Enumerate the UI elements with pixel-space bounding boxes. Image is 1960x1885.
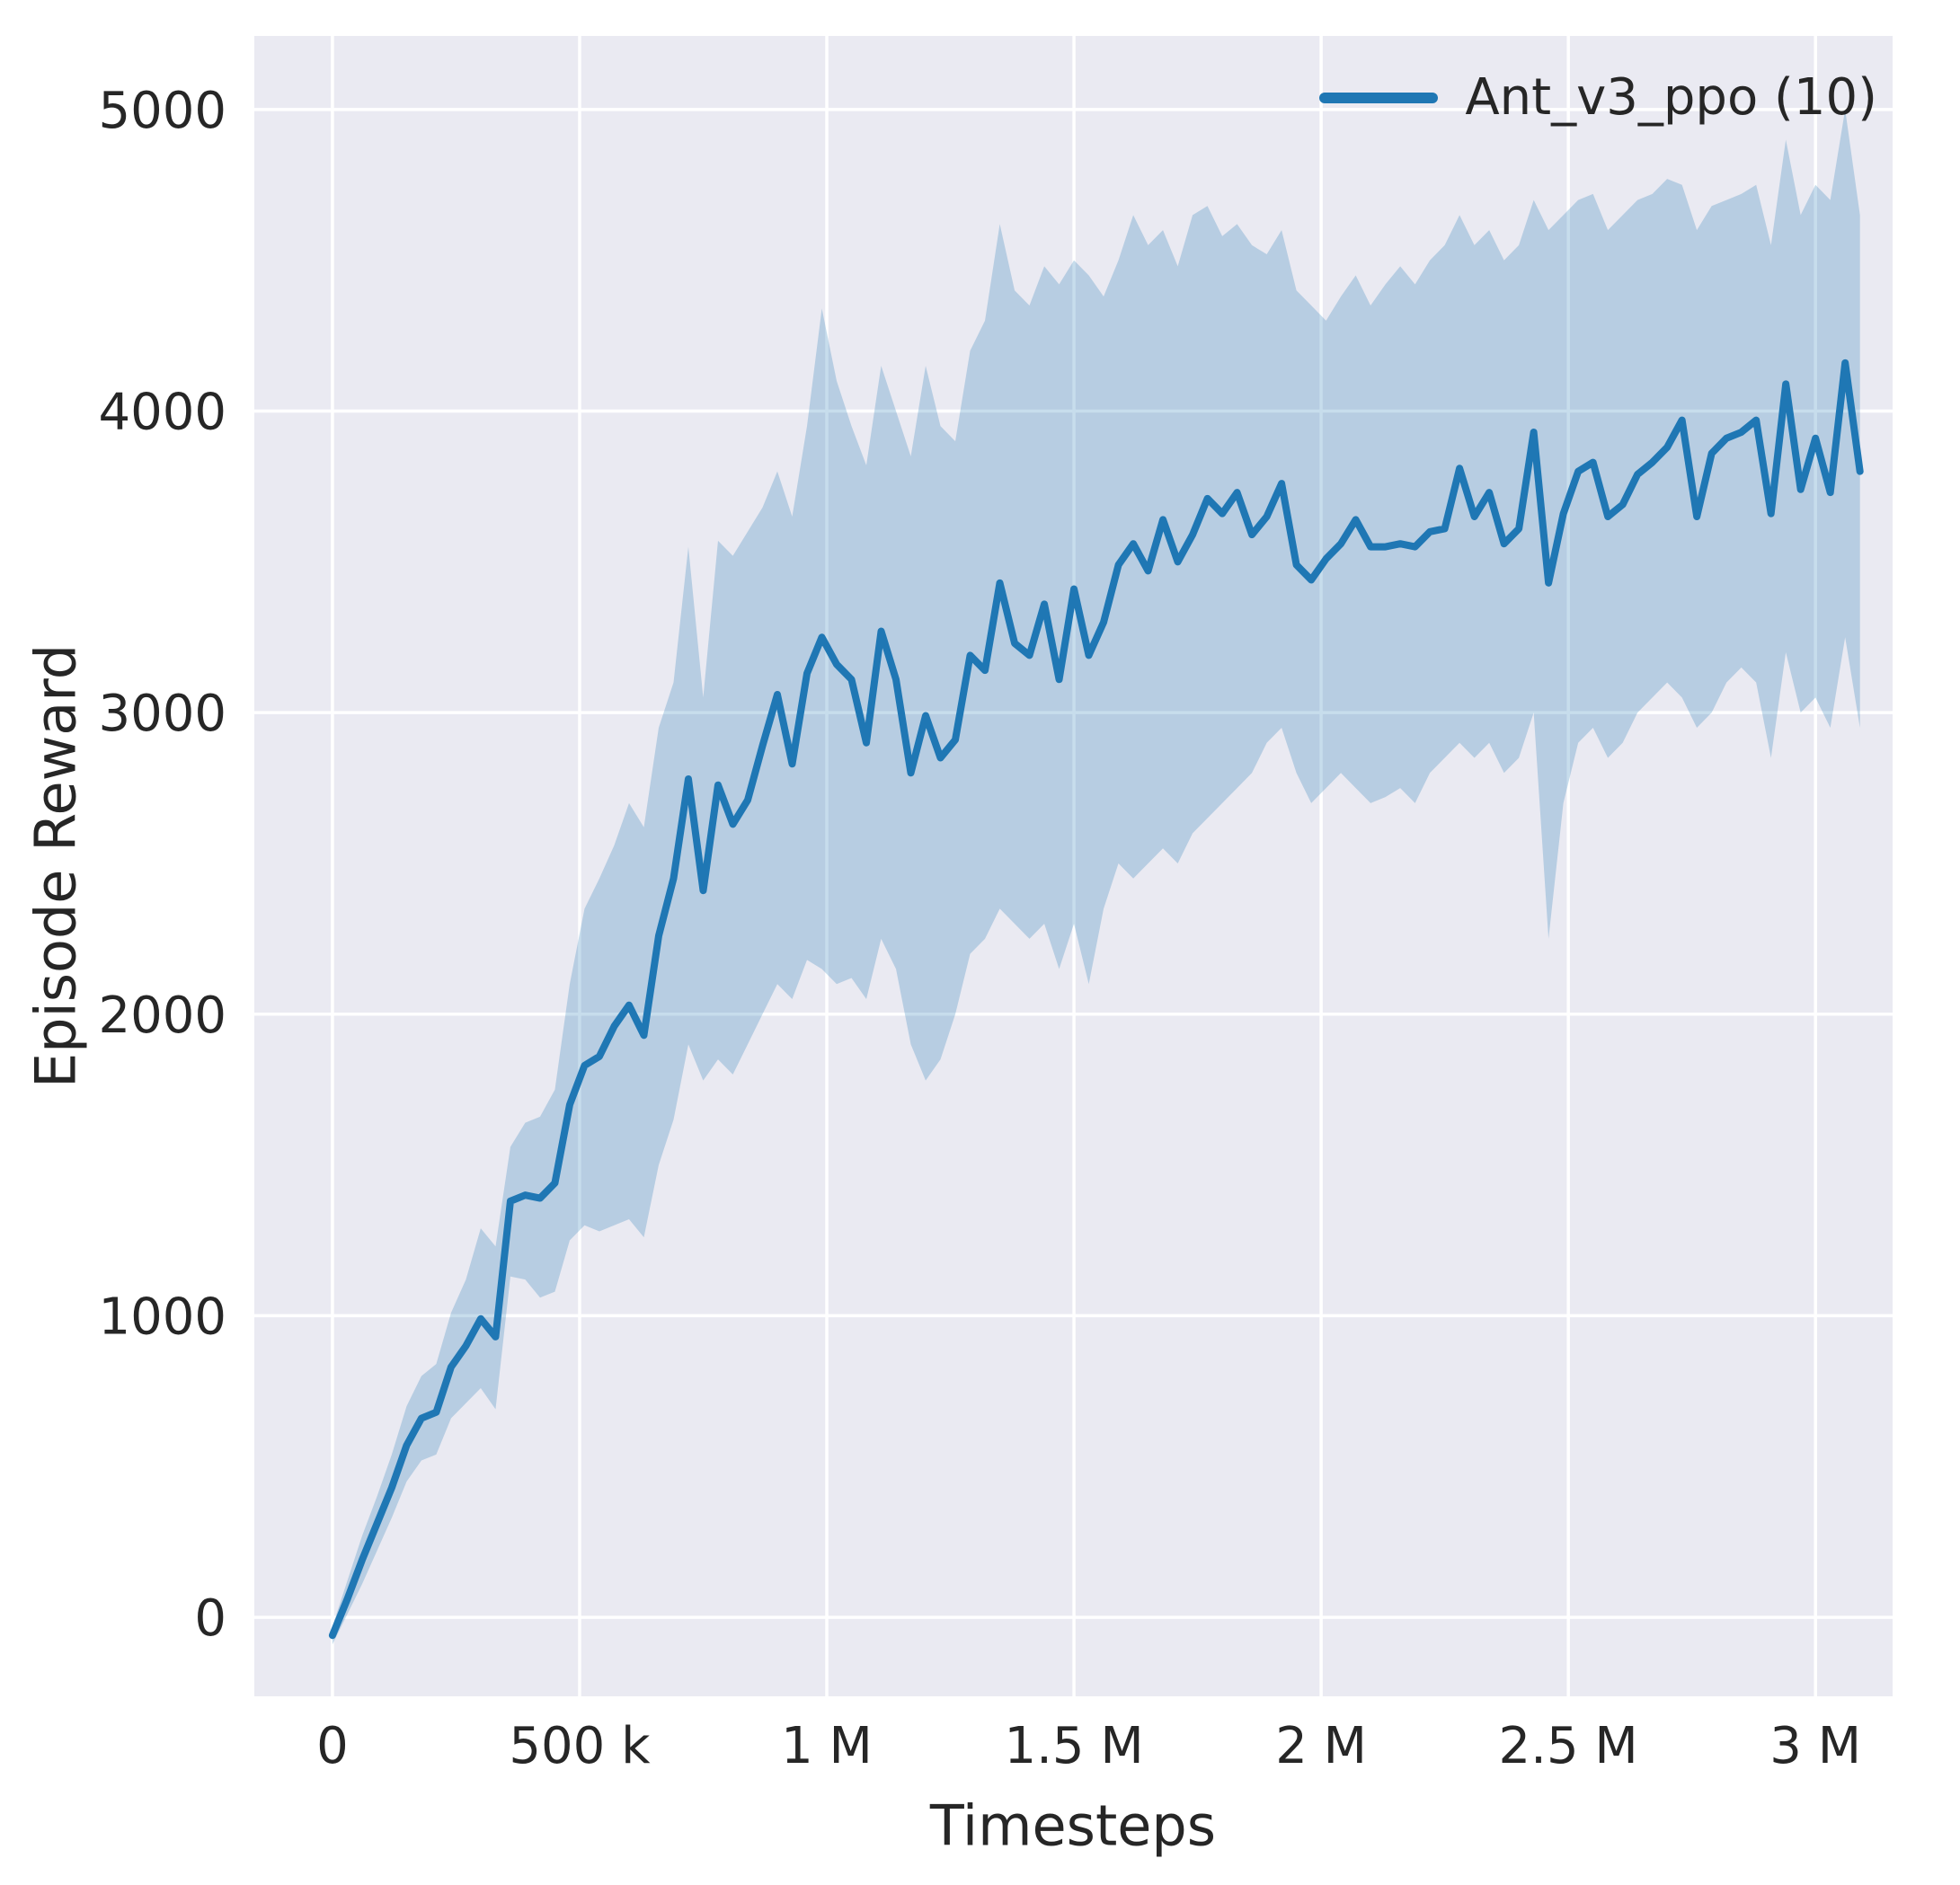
confidence-band [332, 109, 1860, 1645]
x-axis-label: Timesteps [929, 1792, 1217, 1859]
x-tick-label: 500 k [509, 1717, 651, 1775]
x-tick-label: 1.5 M [1004, 1717, 1143, 1775]
x-tick-label: 2 M [1275, 1717, 1367, 1775]
x-tick-label: 0 [316, 1717, 349, 1775]
y-tick-label: 0 [194, 1589, 226, 1648]
y-tick-label: 2000 [98, 987, 226, 1045]
mean-line [328, 358, 1864, 1640]
y-tick-label: 4000 [98, 384, 226, 442]
legend-line-swatch [1319, 92, 1439, 103]
legend-label: Ant_v3_ppo (10) [1465, 68, 1877, 127]
legend: Ant_v3_ppo (10) [1319, 68, 1877, 127]
x-tick-label: 3 M [1769, 1717, 1861, 1775]
y-tick-label: 3000 [98, 685, 226, 743]
y-tick-label: 1000 [98, 1288, 226, 1346]
x-tick-label: 2.5 M [1499, 1717, 1638, 1775]
y-axis-label: Episode Reward [22, 643, 89, 1089]
x-tick-label: 1 M [781, 1717, 873, 1775]
y-tick-label: 5000 [98, 82, 226, 140]
